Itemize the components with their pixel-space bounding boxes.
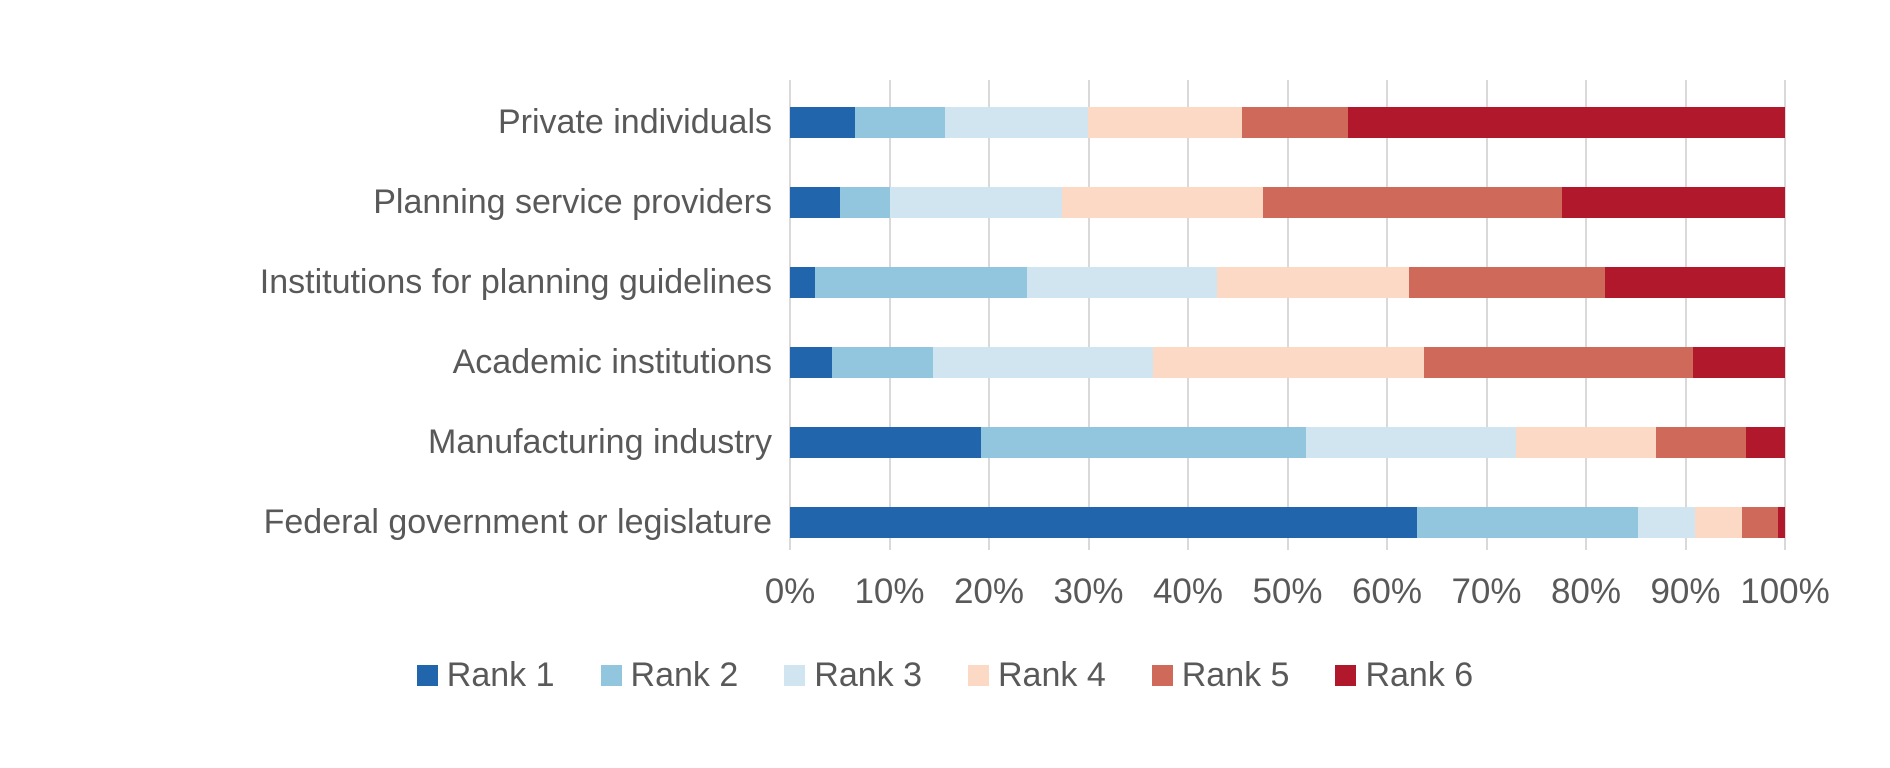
bar-segment-rank-4	[1153, 346, 1424, 378]
gridline	[888, 80, 891, 550]
bar-row	[790, 266, 1785, 298]
legend-label: Rank 5	[1181, 656, 1290, 694]
bar-segment-rank-1	[790, 266, 815, 298]
bar-segment-rank-2	[981, 426, 1307, 458]
bar-segment-rank-3	[933, 346, 1154, 378]
bar-segment-rank-5	[1262, 186, 1563, 218]
gridline	[1087, 80, 1090, 550]
gridline	[789, 80, 791, 550]
x-tick-label: 30%	[1053, 572, 1124, 611]
bar-segment-rank-3	[889, 186, 1062, 218]
legend-item: Rank 5	[1151, 656, 1290, 695]
x-tick-label: 40%	[1152, 572, 1224, 611]
legend-swatch-icon	[784, 665, 806, 686]
legend-item: Rank 2	[600, 656, 739, 695]
legend-item: Rank 4	[968, 656, 1106, 695]
bar-segment-rank-2	[854, 106, 946, 138]
bar-segment-rank-4	[1061, 186, 1263, 218]
x-tick-label: 20%	[953, 572, 1025, 611]
gridline	[1485, 80, 1488, 550]
bar-segment-rank-2	[839, 186, 890, 218]
category-label: Academic institutions	[452, 343, 772, 381]
gridline	[988, 80, 990, 550]
bar-segment-rank-4	[1088, 106, 1242, 138]
x-tick-label: 100%	[1740, 572, 1830, 611]
category-label: Planning service providers	[373, 183, 772, 221]
gridline	[1784, 80, 1786, 550]
gridline	[1386, 80, 1388, 550]
legend-label: Rank 3	[814, 656, 922, 694]
bar-segment-rank-6	[1746, 426, 1785, 458]
legend-label: Rank 1	[446, 656, 555, 694]
x-tick-label: 50%	[1252, 572, 1323, 611]
bar-segment-rank-2	[831, 346, 934, 378]
legend-item: Rank 1	[416, 656, 555, 695]
bar-segment-rank-6	[1777, 506, 1785, 538]
gridline	[1684, 80, 1687, 550]
x-tick-label: 90%	[1650, 572, 1721, 611]
bar-segment-rank-6	[1562, 186, 1785, 218]
legend-swatch-icon	[968, 665, 989, 686]
x-tick-label: 10%	[854, 572, 925, 611]
legend-item: Rank 3	[784, 656, 922, 695]
category-label: Manufacturing industry	[428, 423, 772, 461]
bar-row	[790, 426, 1785, 458]
bar-segment-rank-1	[790, 426, 982, 458]
bar-row	[790, 186, 1785, 218]
bar-segment-rank-4	[1516, 426, 1656, 458]
bar-segment-rank-5	[1408, 266, 1605, 298]
bar-segment-rank-3	[1306, 426, 1517, 458]
legend-swatch-icon	[416, 665, 438, 686]
x-tick-label: 80%	[1550, 572, 1622, 611]
x-tick-label: 0%	[764, 572, 816, 611]
x-tick-label: 60%	[1351, 572, 1423, 611]
bar-segment-rank-2	[814, 266, 1027, 298]
bar-row	[790, 106, 1785, 138]
bar-segment-rank-4	[1216, 266, 1409, 298]
gridline	[1286, 80, 1289, 550]
bar-segment-rank-6	[1348, 106, 1785, 138]
legend-item: Rank 6	[1335, 656, 1473, 695]
bar-segment-rank-3	[1637, 506, 1696, 538]
bar-segment-rank-5	[1241, 106, 1349, 138]
plot-area	[789, 80, 1786, 550]
category-label: Institutions for planning guidelines	[259, 263, 772, 301]
bar-segment-rank-5	[1423, 346, 1694, 378]
bar-segment-rank-1	[790, 106, 855, 138]
bar-row	[790, 506, 1785, 538]
bar-segment-rank-5	[1742, 506, 1778, 538]
category-label: Federal government or legislature	[263, 503, 772, 541]
x-tick-label: 70%	[1451, 572, 1522, 611]
gridline	[1187, 80, 1189, 550]
legend-swatch-icon	[600, 665, 622, 686]
bar-segment-rank-6	[1604, 266, 1785, 298]
category-label: Private individuals	[497, 103, 772, 141]
bar-segment-rank-3	[1026, 266, 1217, 298]
bar-segment-rank-4	[1695, 506, 1743, 538]
bar-segment-rank-6	[1693, 346, 1785, 378]
bar-segment-rank-1	[790, 506, 1417, 538]
bar-segment-rank-2	[1416, 506, 1638, 538]
bar-segment-rank-1	[790, 346, 832, 378]
legend-label: Rank 2	[630, 656, 739, 694]
legend-label: Rank 4	[998, 656, 1106, 694]
bar-segment-rank-3	[945, 106, 1089, 138]
legend-swatch-icon	[1335, 665, 1357, 686]
bar-segment-rank-1	[790, 186, 840, 218]
gridline	[1585, 80, 1587, 550]
legend: Rank 1 Rank 2 Rank 3 Rank 4 Rank 5 Rank 6	[0, 656, 1890, 695]
bar-row	[790, 346, 1785, 378]
legend-swatch-icon	[1151, 665, 1173, 686]
legend-label: Rank 6	[1365, 656, 1474, 694]
bar-segment-rank-5	[1655, 426, 1747, 458]
